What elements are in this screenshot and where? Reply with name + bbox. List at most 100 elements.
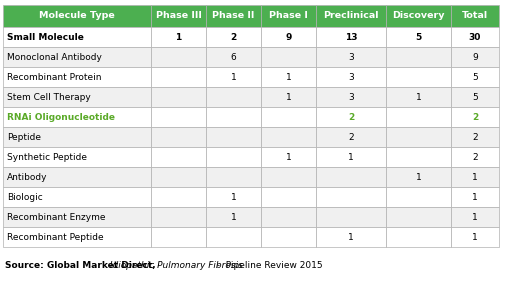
Text: 5: 5 xyxy=(472,93,478,102)
Bar xyxy=(206,227,261,247)
Text: Recombinant Enzyme: Recombinant Enzyme xyxy=(7,213,106,222)
Bar xyxy=(206,147,261,167)
Text: 3: 3 xyxy=(348,93,354,102)
Bar xyxy=(3,147,151,167)
Bar xyxy=(206,207,261,227)
Bar xyxy=(451,107,499,127)
Bar xyxy=(261,5,316,27)
Bar xyxy=(316,47,386,67)
Bar xyxy=(206,167,261,187)
Bar xyxy=(316,87,386,107)
Bar xyxy=(3,187,151,207)
Bar xyxy=(386,147,451,167)
Text: 2: 2 xyxy=(348,113,354,121)
Bar xyxy=(261,27,316,47)
Text: 1: 1 xyxy=(472,233,478,241)
Bar xyxy=(206,67,261,87)
Bar xyxy=(3,5,151,27)
Bar xyxy=(316,127,386,147)
Text: 1: 1 xyxy=(231,192,237,201)
Bar xyxy=(151,207,206,227)
Text: Molecule Type: Molecule Type xyxy=(39,12,115,20)
Text: 2: 2 xyxy=(472,113,478,121)
Text: Recombinant Peptide: Recombinant Peptide xyxy=(7,233,103,241)
Text: Phase I: Phase I xyxy=(269,12,308,20)
Bar xyxy=(451,47,499,67)
Text: Antibody: Antibody xyxy=(7,173,47,181)
Text: 1: 1 xyxy=(472,173,478,181)
Bar xyxy=(386,67,451,87)
Text: 1: 1 xyxy=(285,153,291,162)
Bar xyxy=(316,207,386,227)
Bar xyxy=(151,187,206,207)
Bar xyxy=(3,67,151,87)
Bar xyxy=(3,227,151,247)
Text: 1: 1 xyxy=(415,93,421,102)
Bar xyxy=(261,187,316,207)
Bar xyxy=(151,147,206,167)
Bar xyxy=(261,127,316,147)
Bar xyxy=(3,207,151,227)
Bar xyxy=(206,5,261,27)
Bar xyxy=(206,127,261,147)
Bar xyxy=(261,67,316,87)
Text: 9: 9 xyxy=(285,33,292,42)
Bar xyxy=(3,87,151,107)
Bar xyxy=(206,87,261,107)
Text: Biologic: Biologic xyxy=(7,192,43,201)
Bar xyxy=(151,107,206,127)
Text: 1: 1 xyxy=(175,33,181,42)
Bar xyxy=(316,27,386,47)
Bar xyxy=(261,47,316,67)
Bar xyxy=(386,27,451,47)
Bar xyxy=(3,167,151,187)
Text: RNAi Oligonucleotide: RNAi Oligonucleotide xyxy=(7,113,115,121)
Bar xyxy=(151,67,206,87)
Bar xyxy=(3,107,151,127)
Bar xyxy=(386,5,451,27)
Bar xyxy=(316,187,386,207)
Bar xyxy=(261,87,316,107)
Bar xyxy=(451,5,499,27)
Bar xyxy=(451,87,499,107)
Bar xyxy=(261,227,316,247)
Text: 1: 1 xyxy=(285,93,291,102)
Bar xyxy=(316,5,386,27)
Text: 1: 1 xyxy=(231,213,237,222)
Bar xyxy=(261,147,316,167)
Bar xyxy=(261,207,316,227)
Text: Total: Total xyxy=(462,12,488,20)
Bar xyxy=(151,127,206,147)
Text: Source: Global Market Direct,: Source: Global Market Direct, xyxy=(5,261,155,270)
Bar xyxy=(451,127,499,147)
Text: 1: 1 xyxy=(348,153,354,162)
Bar xyxy=(206,187,261,207)
Text: Small Molecule: Small Molecule xyxy=(7,33,84,42)
Bar xyxy=(386,47,451,67)
Bar xyxy=(451,27,499,47)
Text: 2: 2 xyxy=(472,132,478,142)
Text: 1: 1 xyxy=(472,213,478,222)
Text: 1: 1 xyxy=(415,173,421,181)
Bar xyxy=(3,27,151,47)
Bar xyxy=(151,27,206,47)
Bar xyxy=(316,227,386,247)
Bar xyxy=(386,187,451,207)
Text: Discovery: Discovery xyxy=(392,12,445,20)
Bar xyxy=(316,147,386,167)
Bar xyxy=(316,107,386,127)
Text: 2: 2 xyxy=(230,33,237,42)
Text: Idiopathic Pulmonary Fibrosis: Idiopathic Pulmonary Fibrosis xyxy=(107,261,243,270)
Bar xyxy=(151,227,206,247)
Text: Phase III: Phase III xyxy=(155,12,201,20)
Bar xyxy=(451,167,499,187)
Text: 5: 5 xyxy=(415,33,422,42)
Text: Stem Cell Therapy: Stem Cell Therapy xyxy=(7,93,91,102)
Bar xyxy=(3,47,151,67)
Bar xyxy=(261,107,316,127)
Text: 1: 1 xyxy=(348,233,354,241)
Bar xyxy=(386,127,451,147)
Text: Preclinical: Preclinical xyxy=(323,12,379,20)
Text: 1: 1 xyxy=(472,192,478,201)
Text: 30: 30 xyxy=(469,33,481,42)
